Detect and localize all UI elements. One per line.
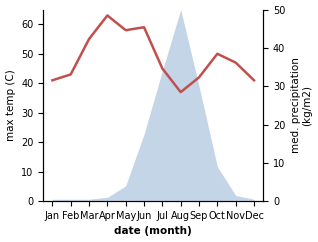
Y-axis label: max temp (C): max temp (C) — [5, 69, 16, 141]
Y-axis label: med. precipitation
(kg/m2): med. precipitation (kg/m2) — [291, 57, 313, 153]
X-axis label: date (month): date (month) — [114, 227, 192, 236]
